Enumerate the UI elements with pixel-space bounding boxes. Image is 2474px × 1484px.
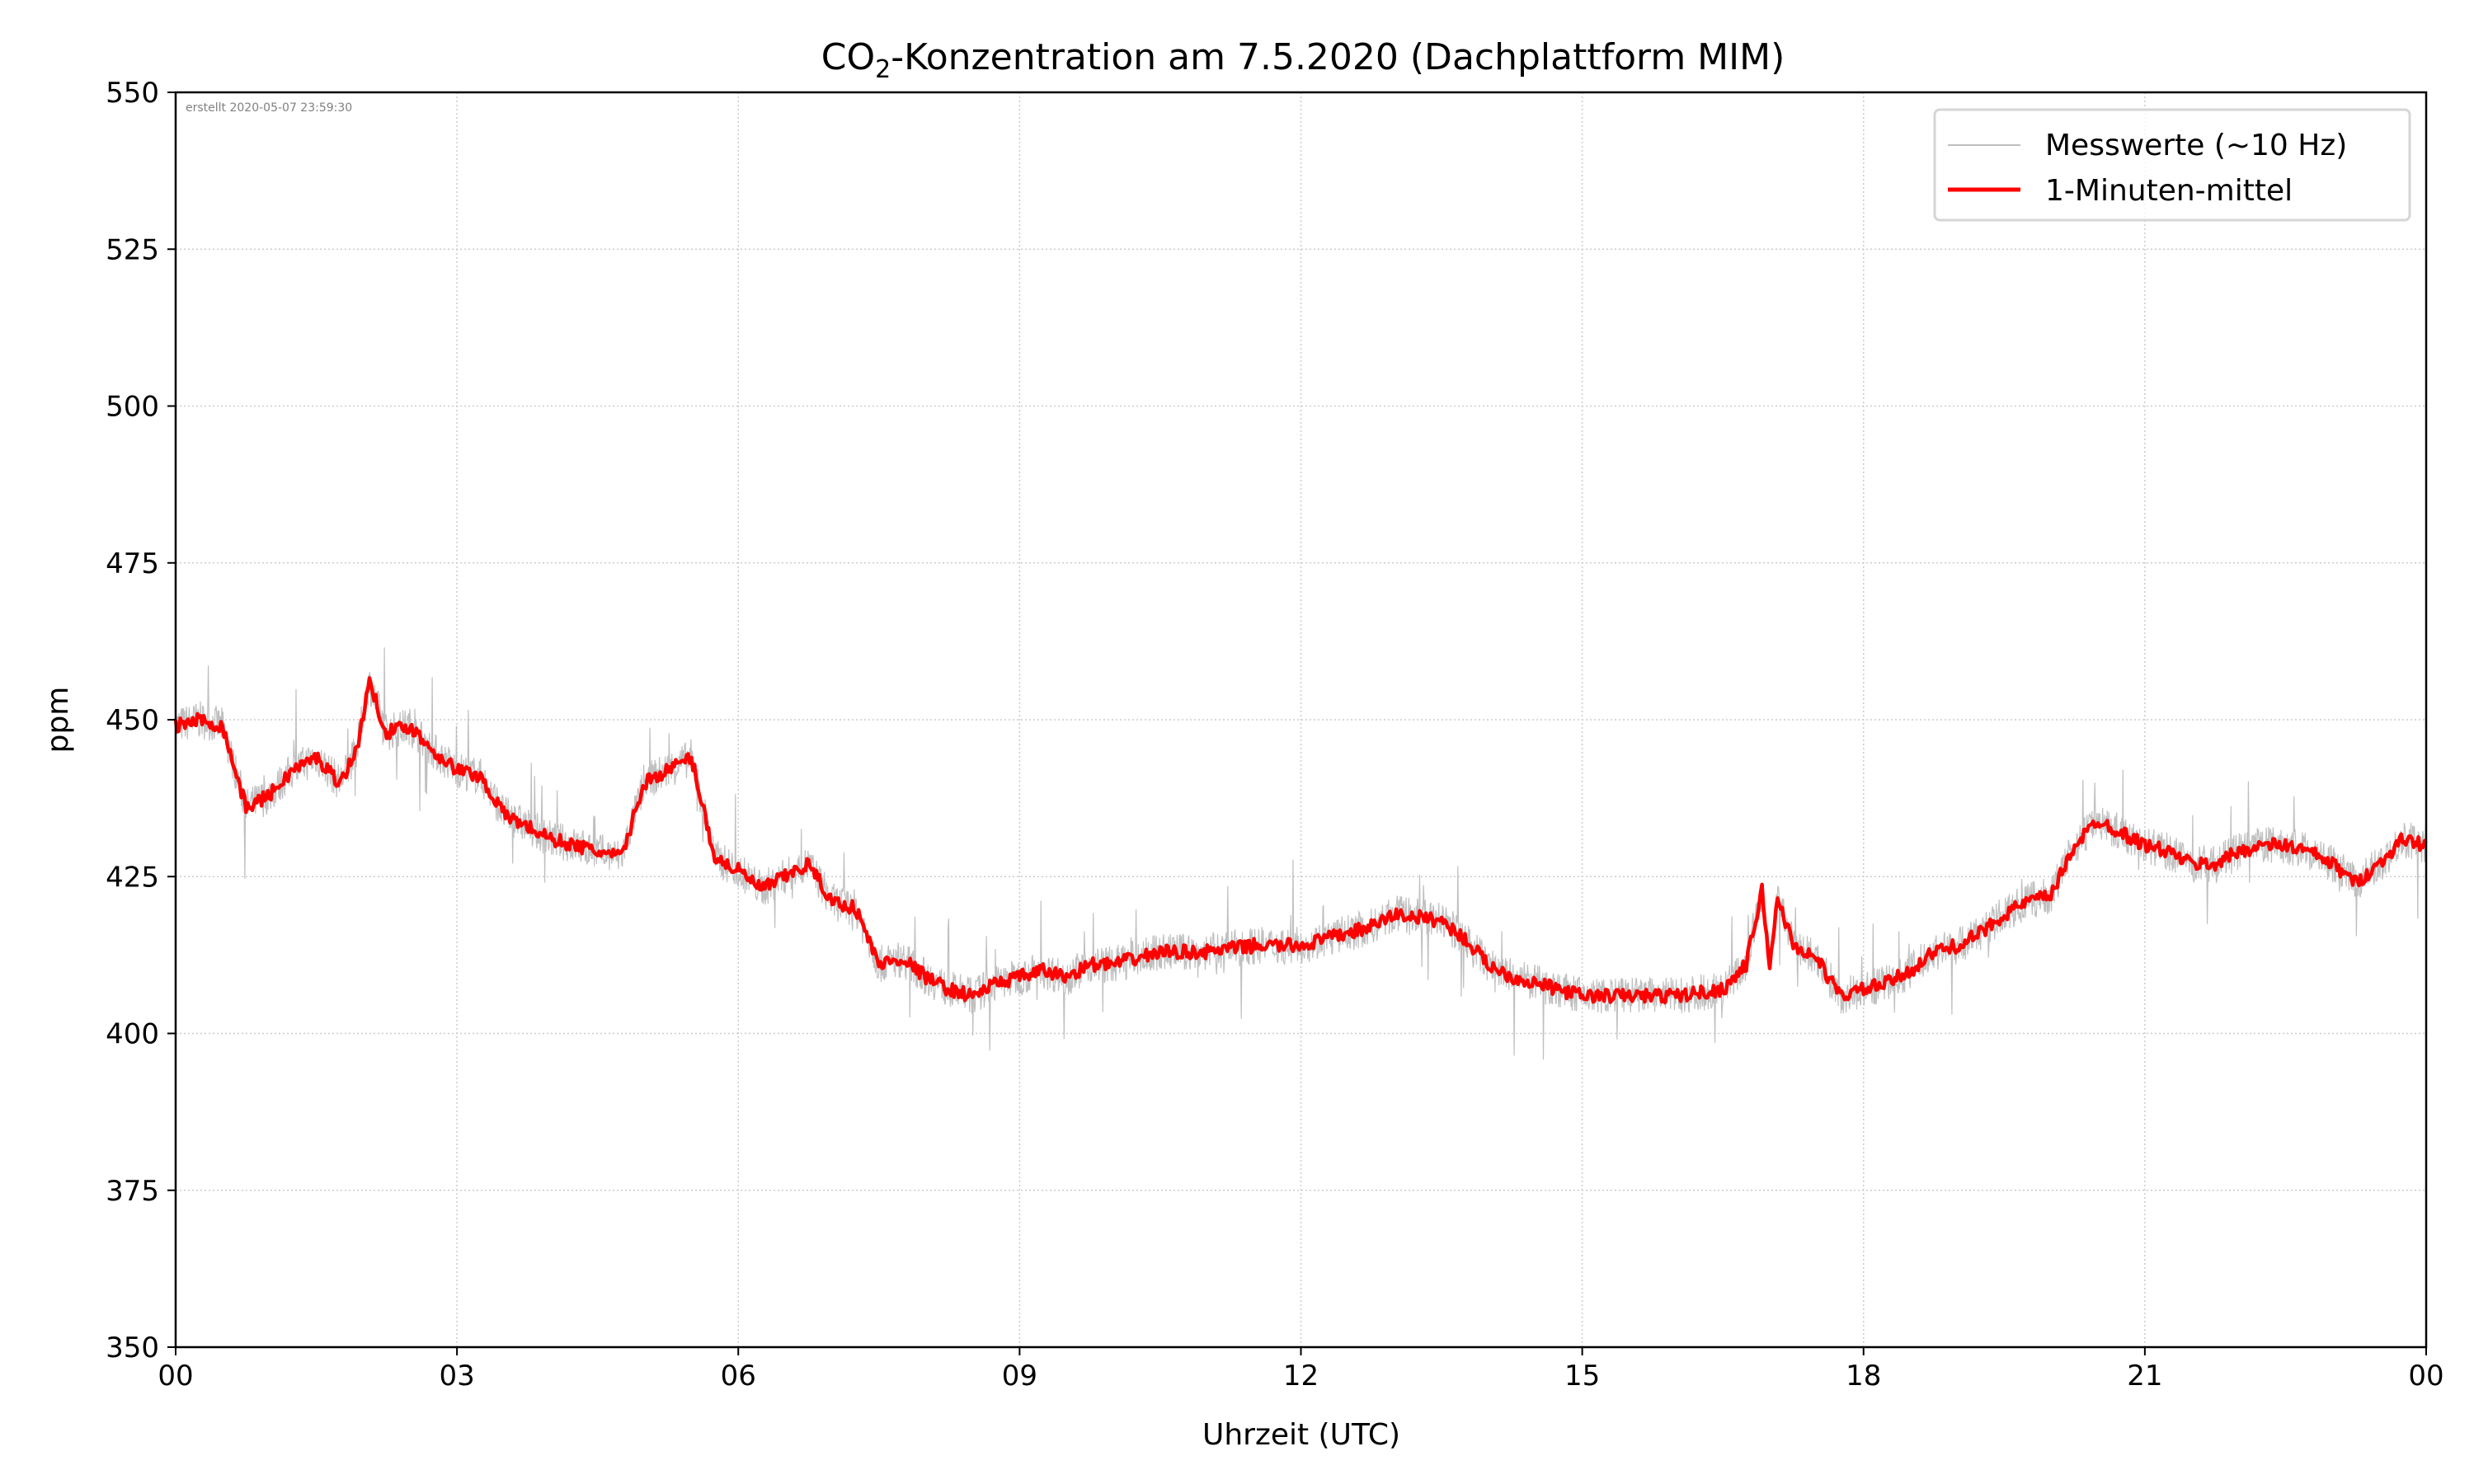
y-tick-label: 400 bbox=[106, 1018, 159, 1051]
x-tick-label: 06 bbox=[721, 1360, 756, 1392]
x-tick-label: 09 bbox=[1002, 1360, 1037, 1392]
legend: Messwerte (~10 Hz) 1-Minuten-mittel bbox=[1933, 108, 2411, 222]
title-subscript: 2 bbox=[875, 55, 891, 84]
x-tick-label: 15 bbox=[1564, 1360, 1600, 1392]
created-annotation: erstellt 2020-05-07 23:59:30 bbox=[186, 101, 352, 115]
legend-label-messwerte: Messwerte (~10 Hz) bbox=[2045, 129, 2347, 162]
y-tick-label: 550 bbox=[106, 77, 159, 110]
legend-box bbox=[1933, 108, 2411, 222]
legend-label-mittel: 1-Minuten-mittel bbox=[2045, 174, 2293, 208]
y-tick-label: 350 bbox=[106, 1331, 159, 1364]
y-ticks: 350 375 400 425 450 475 500 525 550 bbox=[106, 77, 176, 1364]
grid bbox=[175, 92, 2427, 1348]
chart-title: CO2-Konzentration am 7.5.2020 (Dachplatt… bbox=[821, 36, 1785, 84]
y-axis-label: ppm bbox=[41, 687, 75, 754]
series-messwerte bbox=[175, 647, 2427, 1060]
x-tick-label: 00 bbox=[158, 1360, 193, 1392]
x-tick-label: 12 bbox=[1283, 1360, 1319, 1392]
x-tick-label: 00 bbox=[2408, 1360, 2443, 1392]
x-tick-label: 21 bbox=[2127, 1360, 2162, 1392]
plot-area bbox=[173, 647, 2428, 1060]
y-tick-label: 525 bbox=[106, 233, 159, 266]
x-tick-label: 03 bbox=[439, 1360, 474, 1392]
y-tick-label: 375 bbox=[106, 1175, 159, 1208]
series-1-minuten-mittel bbox=[173, 676, 2428, 1005]
x-tick-label: 18 bbox=[1846, 1360, 1881, 1392]
y-tick-label: 475 bbox=[106, 547, 159, 580]
y-tick-label: 425 bbox=[106, 861, 159, 894]
x-ticks: 00 03 06 09 12 15 18 21 00 bbox=[158, 1347, 2444, 1392]
x-axis-label: Uhrzeit (UTC) bbox=[1202, 1418, 1400, 1452]
y-tick-label: 450 bbox=[106, 704, 159, 737]
y-tick-label: 500 bbox=[106, 391, 159, 424]
